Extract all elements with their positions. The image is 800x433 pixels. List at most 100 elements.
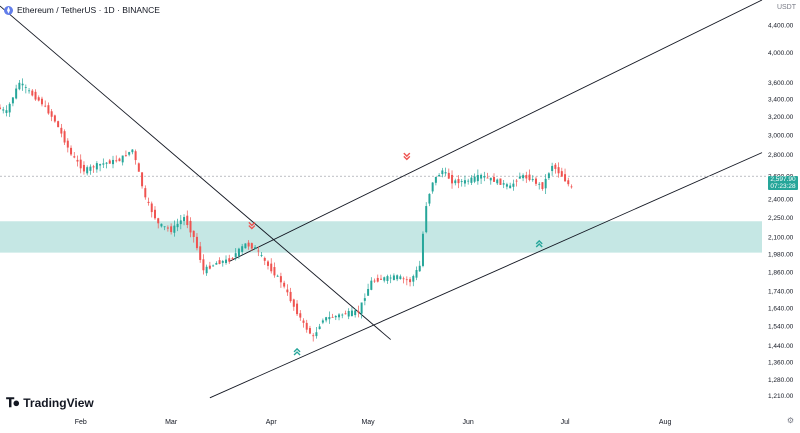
candle-body	[321, 320, 324, 323]
candle-body	[489, 177, 492, 181]
candle-body	[82, 164, 85, 172]
candle-body	[509, 185, 512, 189]
candle-body	[325, 317, 328, 321]
candle-body	[108, 160, 111, 164]
candle-body	[476, 175, 479, 182]
price-tick-label: 1,980.00	[768, 252, 794, 259]
candle-body	[434, 176, 437, 183]
candle-body	[118, 158, 121, 162]
candle-body	[454, 180, 457, 184]
last-price-tag: 2,597.90 07:23:28	[768, 176, 798, 190]
candle-body	[544, 178, 547, 189]
candle-body	[363, 298, 366, 301]
candle-body	[218, 260, 221, 265]
price-tick-label: 1,280.00	[768, 377, 794, 384]
price-tick-label: 3,000.00	[768, 132, 794, 139]
candle-body	[66, 140, 69, 148]
price-tick-label: 1,860.00	[768, 270, 794, 277]
candle-body	[24, 87, 27, 88]
candle-body	[131, 149, 134, 153]
buy-chevron	[293, 347, 301, 353]
candle-body	[205, 266, 208, 274]
candle-body	[428, 193, 431, 204]
candle-body	[21, 83, 24, 86]
candle-body	[102, 163, 105, 165]
symbol-header[interactable]: Ethereum / TetherUS · 1D · BINANCE	[4, 3, 160, 17]
candle-body	[402, 278, 405, 280]
candle-body	[344, 313, 347, 315]
candle-body	[231, 257, 234, 259]
candle-body	[318, 326, 321, 330]
currency-label[interactable]: USDT	[776, 4, 796, 11]
time-tick-label: May	[361, 419, 375, 426]
countdown-timer: 07:23:28	[770, 183, 796, 190]
candle-body	[473, 176, 476, 182]
trendline-channel-bottom	[209, 152, 763, 399]
tradingview-brand[interactable]: 𝐓● TradingView	[6, 395, 94, 411]
candle-body	[166, 227, 169, 229]
candle-body	[409, 279, 412, 283]
candle-body	[44, 105, 47, 107]
time-tick-label: Jun	[463, 419, 474, 426]
price-tick-label: 1,740.00	[768, 289, 794, 296]
candle-body	[431, 182, 434, 192]
candle-body	[11, 97, 14, 104]
candle-body	[186, 215, 189, 226]
candle-body	[170, 226, 173, 233]
candle-body	[292, 299, 295, 307]
candle-body	[457, 179, 460, 184]
candle-body	[53, 115, 56, 122]
candle-body	[266, 261, 269, 266]
candle-body	[134, 151, 137, 161]
candle-body	[99, 164, 102, 166]
candle-body	[5, 110, 8, 113]
candle-body	[370, 280, 373, 290]
candle-body	[89, 166, 92, 171]
candle-body	[379, 278, 383, 280]
candle-body	[412, 276, 415, 282]
candle-body	[528, 174, 531, 181]
candle-body	[463, 180, 466, 184]
candle-body	[15, 88, 18, 99]
candle-body	[451, 174, 454, 184]
sell-chevron	[403, 155, 411, 161]
candle-body	[79, 159, 82, 169]
time-axis[interactable]: Feb Mar Apr May Jun Jul Aug	[75, 419, 672, 426]
last-price-value: 2,597.90	[770, 176, 796, 183]
symbol-title: Ethereum / TetherUS · 1D · BINANCE	[17, 5, 160, 15]
candle-body	[92, 166, 95, 168]
buy-chevron	[535, 243, 543, 248]
candle-body	[341, 314, 344, 316]
gear-icon[interactable]: ⚙	[786, 416, 794, 425]
candle-body	[34, 91, 37, 100]
candle-body	[399, 276, 402, 280]
candle-body	[176, 223, 179, 228]
buy-chevron	[293, 351, 301, 356]
candle-body	[338, 314, 341, 318]
candle-body	[121, 155, 124, 163]
candle-body	[496, 179, 499, 184]
candle-body	[273, 267, 276, 276]
candle-body	[518, 176, 521, 179]
candle-body	[50, 111, 53, 117]
candle-body	[447, 172, 450, 179]
price-tick-label: 1,640.00	[768, 306, 794, 313]
candle-body	[470, 177, 473, 183]
candle-body	[486, 177, 489, 179]
candle-body	[499, 178, 502, 185]
ethereum-logo-icon	[4, 5, 13, 15]
candle-body	[305, 322, 308, 330]
price-axis[interactable]: 4,400.00 4,000.00 3,600.00 3,400.00 3,200.00…	[768, 22, 794, 399]
sell-signal-icon	[403, 152, 411, 161]
candle-body	[360, 302, 363, 314]
candle-body	[18, 82, 21, 90]
candle-body	[441, 170, 444, 175]
price-tick-label: 1,540.00	[768, 324, 794, 331]
candle-body	[279, 276, 282, 283]
candle-body	[299, 313, 302, 318]
candle-body	[415, 270, 418, 278]
price-tick-label: 3,400.00	[768, 96, 794, 103]
candle-body	[73, 156, 76, 158]
